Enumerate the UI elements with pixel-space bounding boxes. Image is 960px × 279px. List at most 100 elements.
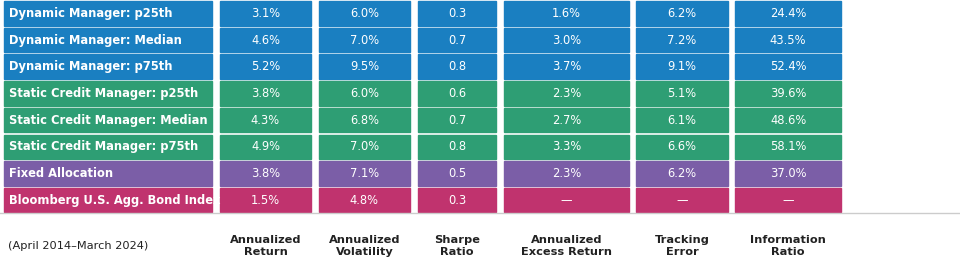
Text: 3.8%: 3.8% (251, 167, 280, 180)
Text: 7.0%: 7.0% (349, 33, 379, 47)
Bar (636, 188, 728, 212)
Bar (636, 1, 728, 26)
Text: 3.7%: 3.7% (552, 60, 581, 73)
Bar (418, 81, 496, 106)
Text: 0.8: 0.8 (448, 60, 466, 73)
Text: 6.0%: 6.0% (349, 87, 379, 100)
Text: 58.1%: 58.1% (770, 140, 806, 153)
Bar (735, 134, 841, 159)
Text: 52.4%: 52.4% (770, 60, 806, 73)
Bar (4, 81, 212, 106)
Text: Annualized
Excess Return: Annualized Excess Return (521, 235, 612, 258)
Bar (735, 108, 841, 132)
Text: 0.7: 0.7 (447, 33, 467, 47)
Bar (418, 1, 496, 26)
Bar (220, 134, 311, 159)
Text: 6.2%: 6.2% (667, 7, 697, 20)
Bar (220, 28, 311, 52)
Text: Tracking
Error: Tracking Error (655, 235, 709, 258)
Text: 48.6%: 48.6% (770, 114, 806, 127)
Bar (735, 161, 841, 186)
Bar (418, 28, 496, 52)
Bar (220, 81, 311, 106)
Bar (4, 1, 212, 26)
Bar (4, 54, 212, 79)
Bar (504, 54, 629, 79)
Text: 1.6%: 1.6% (552, 7, 581, 20)
Bar (220, 161, 311, 186)
Bar (220, 1, 311, 26)
Text: 6.0%: 6.0% (349, 7, 379, 20)
Bar (504, 108, 629, 132)
Bar (4, 134, 212, 159)
Bar (735, 28, 841, 52)
Text: —: — (782, 194, 794, 206)
Bar (418, 188, 496, 212)
Text: 2.3%: 2.3% (552, 87, 581, 100)
Bar (4, 108, 212, 132)
Text: 4.6%: 4.6% (251, 33, 280, 47)
Text: 7.1%: 7.1% (349, 167, 379, 180)
Bar (319, 161, 410, 186)
Text: 6.2%: 6.2% (667, 167, 697, 180)
Text: Annualized
Volatility: Annualized Volatility (328, 235, 400, 258)
Text: 39.6%: 39.6% (770, 87, 806, 100)
Bar (418, 54, 496, 79)
Text: 37.0%: 37.0% (770, 167, 806, 180)
Bar (4, 28, 212, 52)
Text: Static Credit Manager: p75th: Static Credit Manager: p75th (9, 140, 198, 153)
Bar (504, 28, 629, 52)
Text: 9.1%: 9.1% (667, 60, 697, 73)
Bar (319, 54, 410, 79)
Bar (504, 81, 629, 106)
Bar (319, 188, 410, 212)
Bar (319, 28, 410, 52)
Text: 6.6%: 6.6% (667, 140, 697, 153)
Bar (220, 188, 311, 212)
Text: 24.4%: 24.4% (770, 7, 806, 20)
Bar (418, 108, 496, 132)
Text: Dynamic Manager: Median: Dynamic Manager: Median (9, 33, 181, 47)
Bar (319, 134, 410, 159)
Text: 5.2%: 5.2% (251, 60, 280, 73)
Bar (220, 54, 311, 79)
Text: 2.3%: 2.3% (552, 167, 581, 180)
Bar (504, 134, 629, 159)
Text: 3.8%: 3.8% (251, 87, 280, 100)
Text: 2.7%: 2.7% (552, 114, 581, 127)
Bar (636, 28, 728, 52)
Text: 9.5%: 9.5% (349, 60, 379, 73)
Text: 1.5%: 1.5% (251, 194, 280, 206)
Text: Annualized
Return: Annualized Return (229, 235, 301, 258)
Bar (735, 54, 841, 79)
Text: 7.2%: 7.2% (667, 33, 697, 47)
Bar (4, 188, 212, 212)
Bar (319, 1, 410, 26)
Text: Static Credit Manager: Median: Static Credit Manager: Median (9, 114, 207, 127)
Text: 7.0%: 7.0% (349, 140, 379, 153)
Text: 4.3%: 4.3% (251, 114, 280, 127)
Bar (504, 1, 629, 26)
Text: 0.7: 0.7 (447, 114, 467, 127)
Text: 0.3: 0.3 (447, 7, 467, 20)
Text: Sharpe
Ratio: Sharpe Ratio (434, 235, 480, 258)
Text: —: — (677, 194, 687, 206)
Text: 0.8: 0.8 (448, 140, 466, 153)
Bar (636, 134, 728, 159)
Bar (504, 188, 629, 212)
Bar (735, 188, 841, 212)
Text: Bloomberg U.S. Agg. Bond Index: Bloomberg U.S. Agg. Bond Index (9, 194, 220, 206)
Bar (636, 108, 728, 132)
Text: 5.1%: 5.1% (667, 87, 697, 100)
Text: Dynamic Manager: p25th: Dynamic Manager: p25th (9, 7, 172, 20)
Bar (636, 81, 728, 106)
Bar (636, 54, 728, 79)
Bar (4, 161, 212, 186)
Bar (504, 161, 629, 186)
Text: 0.3: 0.3 (447, 194, 467, 206)
Bar (418, 134, 496, 159)
Text: Static Credit Manager: p25th: Static Credit Manager: p25th (9, 87, 198, 100)
Text: 6.1%: 6.1% (667, 114, 697, 127)
Bar (636, 161, 728, 186)
Bar (220, 108, 311, 132)
